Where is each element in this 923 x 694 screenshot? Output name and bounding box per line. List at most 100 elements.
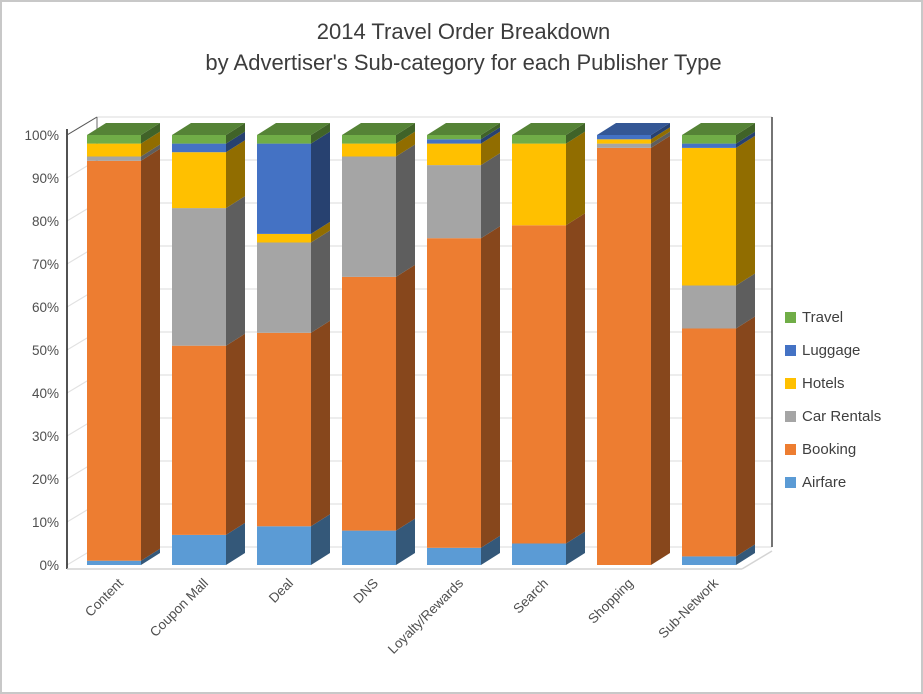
bar-Shopping-Hotels[interactable] bbox=[597, 139, 651, 144]
bar-Deal-Hotels[interactable] bbox=[257, 233, 311, 243]
bar-Loyalty/Rewards-Car Rentals[interactable] bbox=[427, 165, 481, 239]
bar-Sub-Network-Travel[interactable] bbox=[682, 135, 736, 144]
bar-Sub-Network-Hotels-side[interactable] bbox=[736, 135, 755, 286]
bar-Loyalty/Rewards-Luggage-side[interactable] bbox=[481, 127, 500, 144]
bar-Coupon Mall-Travel[interactable] bbox=[172, 135, 226, 144]
bar-Sub-Network-Booking[interactable] bbox=[682, 328, 736, 557]
bar-DNS-Hotels-side[interactable] bbox=[396, 131, 415, 157]
x-axis-label-dns: DNS bbox=[350, 576, 381, 607]
bar-DNS-Airfare-side[interactable] bbox=[396, 518, 415, 565]
bar-Deal-Booking-side[interactable] bbox=[311, 320, 330, 527]
bar-Loyalty/Rewards-Hotels-side[interactable] bbox=[481, 131, 500, 166]
bar-Search-Airfare-side[interactable] bbox=[566, 531, 585, 566]
bar-DNS-Travel-side[interactable] bbox=[396, 123, 415, 144]
bar-Content-Car Rentals[interactable] bbox=[87, 156, 141, 161]
bar-Shopping-Car Rentals-side[interactable] bbox=[651, 131, 670, 148]
bar-Coupon Mall-Booking[interactable] bbox=[172, 345, 226, 535]
bar-Deal-Travel[interactable] bbox=[257, 135, 311, 144]
bar-Coupon Mall-Hotels[interactable] bbox=[172, 152, 226, 209]
bar-Search-Hotels-side[interactable] bbox=[566, 131, 585, 226]
bar-Deal-Hotels-side[interactable] bbox=[311, 221, 330, 243]
bar-Search-Hotels[interactable] bbox=[512, 143, 566, 226]
bar-Deal-top-face[interactable] bbox=[257, 123, 330, 135]
bar-Sub-Network-Car Rentals-side[interactable] bbox=[736, 273, 755, 329]
bar-Content-Car Rentals-side[interactable] bbox=[141, 144, 160, 161]
bar-Sub-Network-top-face[interactable] bbox=[682, 123, 755, 135]
bar-Content-Booking-side[interactable] bbox=[141, 148, 160, 561]
bar-Loyalty/Rewards-Airfare[interactable] bbox=[427, 547, 481, 565]
bar-Content-Airfare[interactable] bbox=[87, 560, 141, 565]
bar-Deal-Airfare-side[interactable] bbox=[311, 514, 330, 565]
bar-Coupon Mall-top-face[interactable] bbox=[172, 123, 245, 135]
bar-Loyalty/Rewards-Travel[interactable] bbox=[427, 135, 481, 140]
bar-Shopping-top-face[interactable] bbox=[597, 123, 670, 135]
bar-Deal-Car Rentals[interactable] bbox=[257, 242, 311, 333]
bar-Loyalty/Rewards-Hotels[interactable] bbox=[427, 143, 481, 166]
bar-Loyalty/Rewards-Booking-side[interactable] bbox=[481, 226, 500, 548]
bar-Content-top-face[interactable] bbox=[87, 123, 160, 135]
bar-DNS-Car Rentals[interactable] bbox=[342, 156, 396, 277]
bar-Content-Travel[interactable] bbox=[87, 135, 141, 144]
bar-DNS-Airfare[interactable] bbox=[342, 530, 396, 565]
bar-Sub-Network-Airfare[interactable] bbox=[682, 556, 736, 565]
bar-Sub-Network-Booking-side[interactable] bbox=[736, 316, 755, 557]
bar-Coupon Mall-Car Rentals-side[interactable] bbox=[226, 196, 245, 346]
bar-Coupon Mall-Car Rentals[interactable] bbox=[172, 208, 226, 346]
bar-Coupon Mall-Airfare[interactable] bbox=[172, 534, 226, 565]
bar-Search-Travel-side[interactable] bbox=[566, 123, 585, 144]
bar-Content-Hotels[interactable] bbox=[87, 143, 141, 157]
bar-Content-Airfare-side[interactable] bbox=[141, 548, 160, 565]
legend-item-car-rentals[interactable]: Car Rentals bbox=[785, 400, 881, 433]
legend-item-luggage[interactable]: Luggage bbox=[785, 334, 881, 367]
bar-Deal-Travel-side[interactable] bbox=[311, 123, 330, 144]
bar-Deal-Booking[interactable] bbox=[257, 332, 311, 527]
bar-Content-Hotels-side[interactable] bbox=[141, 131, 160, 157]
bar-Content-Travel-side[interactable] bbox=[141, 123, 160, 144]
y-tick-label: 50% bbox=[32, 343, 59, 358]
bar-Coupon Mall-Travel-side[interactable] bbox=[226, 123, 245, 144]
legend-item-hotels[interactable]: Hotels bbox=[785, 367, 881, 400]
bar-Search-Airfare[interactable] bbox=[512, 543, 566, 566]
bar-Search-top-face[interactable] bbox=[512, 123, 585, 135]
bar-Content-Booking[interactable] bbox=[87, 160, 141, 561]
legend-item-booking[interactable]: Booking bbox=[785, 433, 881, 466]
bar-Search-Booking-side[interactable] bbox=[566, 213, 585, 544]
bar-Sub-Network-Airfare-side[interactable] bbox=[736, 544, 755, 565]
bar-Shopping-Car Rentals[interactable] bbox=[597, 143, 651, 148]
bar-Shopping-Booking-side[interactable] bbox=[651, 135, 670, 565]
bar-Coupon Mall-Hotels-side[interactable] bbox=[226, 140, 245, 209]
bar-Loyalty/Rewards-Luggage[interactable] bbox=[427, 139, 481, 144]
bar-Sub-Network-Car Rentals[interactable] bbox=[682, 285, 736, 329]
bar-Coupon Mall-Luggage[interactable] bbox=[172, 143, 226, 153]
bar-Sub-Network-Luggage-side[interactable] bbox=[736, 131, 755, 148]
bar-Loyalty/Rewards-Travel-side[interactable] bbox=[481, 123, 500, 140]
bar-Loyalty/Rewards-Airfare-side[interactable] bbox=[481, 535, 500, 565]
bar-Deal-Luggage-side[interactable] bbox=[311, 131, 330, 234]
bar-Shopping-Luggage[interactable] bbox=[597, 135, 651, 140]
bar-Coupon Mall-Booking-side[interactable] bbox=[226, 333, 245, 535]
bar-Shopping-Booking[interactable] bbox=[597, 147, 651, 565]
bar-Loyalty/Rewards-Booking[interactable] bbox=[427, 238, 481, 548]
legend-item-airfare[interactable]: Airfare bbox=[785, 466, 881, 499]
bar-Coupon Mall-Airfare-side[interactable] bbox=[226, 522, 245, 565]
bar-DNS-Hotels[interactable] bbox=[342, 143, 396, 157]
bar-Deal-Car Rentals-side[interactable] bbox=[311, 230, 330, 333]
bar-Sub-Network-Hotels[interactable] bbox=[682, 147, 736, 286]
bar-Loyalty/Rewards-Car Rentals-side[interactable] bbox=[481, 153, 500, 239]
bar-DNS-Booking[interactable] bbox=[342, 276, 396, 531]
bar-DNS-Car Rentals-side[interactable] bbox=[396, 144, 415, 277]
legend-item-travel[interactable]: Travel bbox=[785, 301, 881, 334]
bar-Deal-Airfare[interactable] bbox=[257, 526, 311, 565]
bar-DNS-Booking-side[interactable] bbox=[396, 264, 415, 531]
bar-Loyalty/Rewards-top-face[interactable] bbox=[427, 123, 500, 135]
bar-Coupon Mall-Luggage-side[interactable] bbox=[226, 131, 245, 153]
bar-Shopping-Hotels-side[interactable] bbox=[651, 127, 670, 144]
bar-Search-Booking[interactable] bbox=[512, 225, 566, 544]
bar-DNS-top-face[interactable] bbox=[342, 123, 415, 135]
bar-Shopping-Luggage-side[interactable] bbox=[651, 123, 670, 140]
bar-Deal-Luggage[interactable] bbox=[257, 143, 311, 234]
bar-Search-Travel[interactable] bbox=[512, 135, 566, 144]
bar-DNS-Travel[interactable] bbox=[342, 135, 396, 144]
bar-Sub-Network-Travel-side[interactable] bbox=[736, 123, 755, 144]
bar-Sub-Network-Luggage[interactable] bbox=[682, 143, 736, 148]
